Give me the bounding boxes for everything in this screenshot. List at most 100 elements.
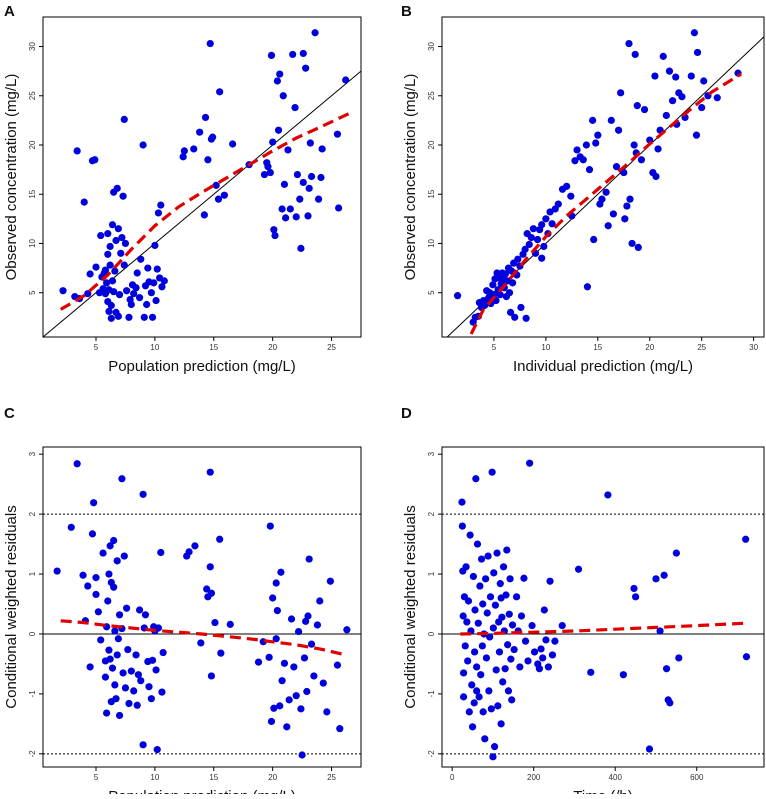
y-tick-label: -2	[427, 750, 436, 758]
data-point	[508, 696, 516, 704]
data-point	[477, 555, 486, 563]
data-point	[506, 575, 514, 583]
data-point	[539, 654, 547, 662]
data-point	[110, 536, 118, 545]
data-point	[527, 233, 535, 242]
data-point	[132, 284, 140, 292]
data-point	[516, 663, 524, 671]
data-point	[90, 499, 98, 507]
data-point	[630, 141, 638, 149]
x-tick-label: 25	[697, 343, 706, 352]
data-point	[475, 693, 483, 701]
x-tick-label: 5	[492, 343, 497, 352]
data-point	[132, 651, 140, 659]
data-point	[548, 220, 556, 228]
data-point	[546, 577, 554, 585]
data-point	[292, 213, 300, 221]
data-point	[106, 261, 114, 269]
data-point	[137, 677, 145, 685]
data-point	[206, 39, 214, 48]
data-point	[119, 192, 127, 200]
data-point	[489, 753, 497, 761]
data-point	[319, 679, 327, 687]
y-tick-label: -1	[427, 690, 436, 698]
data-point	[487, 705, 495, 713]
data-point	[107, 314, 115, 322]
data-point	[640, 105, 649, 114]
data-point	[538, 254, 546, 262]
data-point	[158, 283, 166, 291]
data-point	[632, 593, 640, 601]
y-tick-label: 0	[28, 631, 37, 636]
data-point	[693, 48, 702, 57]
data-point	[492, 666, 500, 674]
data-point	[79, 571, 87, 579]
data-point	[151, 241, 159, 250]
data-point	[105, 646, 113, 654]
data-point	[139, 741, 147, 749]
y-tick-label: 2	[427, 511, 436, 516]
y-tick-label: 15	[28, 189, 37, 198]
data-point	[471, 648, 479, 656]
data-point	[464, 597, 473, 605]
data-point	[485, 687, 493, 695]
data-point	[119, 669, 127, 677]
data-point	[254, 658, 263, 666]
data-point	[160, 277, 168, 285]
trend-line	[469, 72, 742, 335]
data-point	[558, 621, 566, 630]
data-point	[112, 236, 120, 245]
data-point	[204, 156, 212, 164]
data-point	[92, 590, 100, 599]
data-point	[271, 231, 279, 240]
panel-label-b: B	[401, 3, 412, 20]
data-point	[460, 669, 468, 677]
data-point	[94, 608, 102, 616]
x-tick-label: 30	[749, 343, 758, 352]
data-point	[489, 624, 497, 632]
data-point	[296, 195, 304, 203]
data-point	[217, 649, 225, 657]
data-point	[104, 297, 112, 306]
data-point	[574, 565, 583, 573]
plot-area-b	[446, 29, 764, 337]
data-point	[460, 693, 468, 701]
x-tick-label: 15	[593, 343, 602, 352]
data-point	[589, 116, 597, 124]
data-point	[507, 655, 515, 663]
y-tick-label: 0	[427, 631, 436, 636]
data-point	[497, 720, 505, 728]
data-point	[690, 29, 699, 37]
data-point	[121, 239, 130, 248]
data-point	[118, 233, 126, 242]
data-point	[470, 699, 478, 707]
data-point	[305, 555, 313, 563]
x-tick-label: 0	[450, 773, 455, 782]
data-point	[114, 312, 122, 320]
data-point	[468, 723, 477, 731]
data-point	[108, 221, 117, 229]
data-point	[125, 699, 133, 708]
data-point	[520, 574, 528, 582]
data-point	[113, 651, 121, 659]
data-point	[307, 172, 316, 181]
data-point	[59, 287, 67, 295]
x-tick-label: 15	[209, 773, 218, 782]
data-point	[88, 530, 97, 538]
data-point	[121, 684, 130, 692]
data-point	[101, 673, 110, 681]
identity-line	[446, 36, 764, 337]
data-point	[604, 491, 612, 499]
data-point	[302, 64, 310, 72]
data-point	[482, 654, 491, 662]
x-tick-label: 600	[690, 773, 704, 782]
data-point	[106, 655, 114, 663]
data-point	[207, 672, 216, 680]
data-point	[590, 235, 598, 244]
data-point	[537, 645, 545, 653]
data-point	[587, 668, 595, 676]
data-point	[130, 290, 138, 298]
y-axis-label: Conditional weighted residuals	[3, 505, 20, 708]
data-point	[280, 659, 289, 667]
